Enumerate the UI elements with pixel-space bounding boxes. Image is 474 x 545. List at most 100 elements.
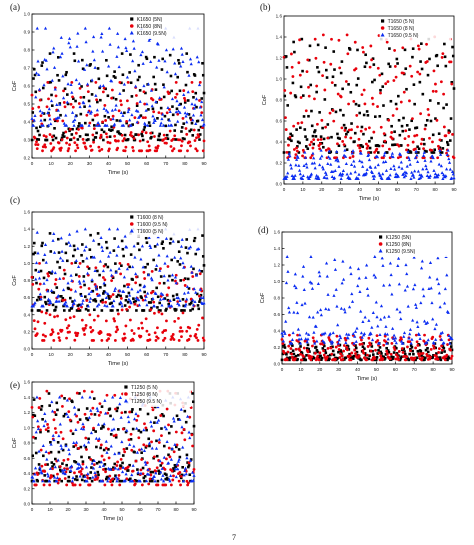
data-point bbox=[104, 300, 108, 304]
data-point bbox=[47, 81, 51, 84]
data-point bbox=[439, 80, 443, 84]
data-point bbox=[134, 412, 138, 416]
data-point bbox=[405, 124, 409, 127]
data-point bbox=[54, 278, 58, 281]
data-point bbox=[115, 479, 119, 483]
data-point bbox=[443, 287, 447, 291]
data-point bbox=[51, 238, 55, 242]
data-point bbox=[387, 118, 391, 122]
data-point bbox=[167, 453, 170, 457]
data-point bbox=[32, 241, 36, 245]
data-point bbox=[37, 87, 42, 91]
data-point bbox=[184, 114, 188, 118]
data-point bbox=[334, 158, 338, 162]
data-point bbox=[151, 296, 155, 300]
panel-label-d: (d) bbox=[258, 225, 269, 235]
data-point bbox=[59, 236, 63, 240]
data-point bbox=[326, 292, 330, 296]
data-point bbox=[93, 308, 96, 312]
data-point bbox=[132, 46, 136, 50]
data-point bbox=[89, 63, 92, 66]
series-2 bbox=[30, 81, 206, 153]
data-point bbox=[42, 483, 46, 487]
data-point bbox=[285, 66, 289, 69]
data-point bbox=[95, 406, 99, 410]
data-point bbox=[319, 354, 322, 358]
data-point bbox=[302, 288, 306, 292]
data-point bbox=[381, 172, 385, 176]
data-point bbox=[46, 426, 50, 430]
data-point bbox=[103, 483, 107, 487]
data-point bbox=[191, 90, 195, 94]
data-point bbox=[408, 128, 411, 131]
data-point bbox=[294, 347, 298, 351]
data-point bbox=[64, 300, 68, 304]
data-point bbox=[66, 93, 69, 96]
data-point bbox=[296, 155, 300, 159]
data-point bbox=[87, 99, 91, 103]
data-point bbox=[72, 136, 76, 140]
data-point bbox=[52, 418, 56, 422]
data-point bbox=[33, 251, 37, 255]
data-point bbox=[179, 244, 184, 248]
data-point bbox=[189, 309, 192, 312]
data-point bbox=[80, 126, 84, 130]
data-point bbox=[346, 345, 350, 348]
data-point bbox=[65, 70, 68, 74]
data-point bbox=[368, 354, 371, 358]
data-point bbox=[36, 473, 40, 476]
data-point bbox=[54, 457, 57, 461]
data-point bbox=[102, 422, 106, 426]
data-point bbox=[101, 298, 104, 302]
data-point bbox=[70, 110, 75, 114]
data-point bbox=[97, 77, 101, 81]
data-point bbox=[42, 281, 46, 285]
data-point bbox=[137, 114, 142, 118]
data-point bbox=[99, 133, 103, 137]
data-point bbox=[359, 129, 363, 133]
data-point bbox=[360, 93, 364, 97]
data-point bbox=[153, 421, 156, 424]
data-point bbox=[320, 356, 324, 360]
data-point bbox=[180, 126, 184, 129]
data-point bbox=[340, 281, 344, 285]
data-point bbox=[164, 309, 167, 312]
data-point bbox=[135, 450, 140, 454]
data-point bbox=[180, 237, 184, 241]
data-point bbox=[361, 164, 365, 168]
data-point bbox=[53, 308, 57, 312]
data-point bbox=[344, 154, 348, 158]
data-point bbox=[414, 149, 418, 153]
data-point bbox=[414, 358, 417, 362]
data-point bbox=[421, 167, 425, 171]
data-point bbox=[55, 401, 59, 405]
data-point bbox=[58, 339, 62, 342]
data-point bbox=[370, 325, 374, 329]
data-point bbox=[397, 144, 401, 148]
plot-frame bbox=[283, 15, 455, 185]
x-tick-label: 20 bbox=[65, 507, 71, 512]
data-point bbox=[129, 301, 133, 305]
data-point bbox=[183, 284, 187, 287]
data-point bbox=[292, 352, 296, 356]
data-point bbox=[342, 113, 345, 117]
data-point bbox=[452, 176, 456, 180]
data-point bbox=[135, 479, 138, 483]
data-point bbox=[136, 468, 139, 471]
data-point bbox=[84, 307, 88, 311]
data-point bbox=[141, 326, 144, 330]
data-point bbox=[280, 358, 284, 362]
data-point bbox=[110, 279, 114, 283]
data-point bbox=[57, 115, 61, 119]
data-point bbox=[76, 331, 80, 335]
data-point bbox=[288, 333, 291, 337]
data-point bbox=[132, 444, 136, 448]
data-point bbox=[125, 99, 129, 103]
data-point bbox=[428, 136, 431, 140]
data-point bbox=[56, 481, 60, 485]
data-point bbox=[110, 79, 114, 83]
x-tick-label: 10 bbox=[300, 187, 306, 192]
data-point bbox=[307, 347, 311, 351]
